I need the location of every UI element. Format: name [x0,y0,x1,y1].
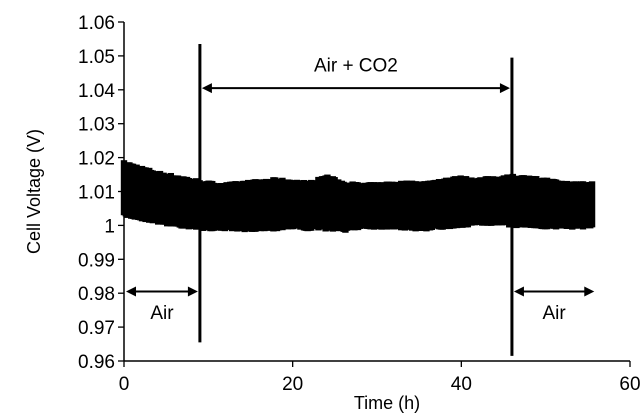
annotations: Air + CO2 Air Air [126,55,595,324]
data-layer [120,160,596,233]
annotation-label: Air [150,303,174,324]
double-arrow: Air + CO2 [201,55,510,94]
data-series [120,160,596,233]
x-tick-label: 40 [451,374,472,395]
data-point [588,181,596,228]
y-tick-label: 1 [104,216,115,237]
ticks-layer: 0.96 0.97 0.98 0.99 1 1.01 1.02 1.03 1.04 1.05 1.0… [78,13,641,395]
x-axis-label: Time (h) [354,393,420,413]
y-tick-label: 1.05 [78,47,115,68]
y-tick-label: 1.04 [78,81,115,102]
y-tick-label: 1.01 [78,183,115,204]
x-tick-label: 20 [282,374,303,395]
y-tick-label: 0.97 [78,318,115,339]
annotation-label: Air + CO2 [314,55,398,76]
arrow-head [187,286,198,297]
arrow-head [126,286,136,297]
double-arrow: Air [126,286,198,324]
arrow-head [201,83,212,94]
arrow-head [584,286,595,297]
phase-boundaries [198,44,514,356]
y-axis-label: Cell Voltage (V) [24,129,44,254]
x-tick-label: 60 [619,374,640,395]
arrow-head [513,286,524,297]
y-tick-label: 1.03 [78,115,115,136]
x-tick-label: 0 [119,374,130,395]
y-tick-label: 1.02 [78,149,115,170]
y-tick-label: 0.99 [78,250,115,271]
y-tick-label: 0.96 [78,352,115,373]
double-arrow: Air [513,286,595,324]
annotation-label: Air [542,303,566,324]
arrow-head [499,83,510,94]
y-tick-label: 0.98 [78,284,115,305]
y-tick-label: 1.06 [78,13,115,34]
